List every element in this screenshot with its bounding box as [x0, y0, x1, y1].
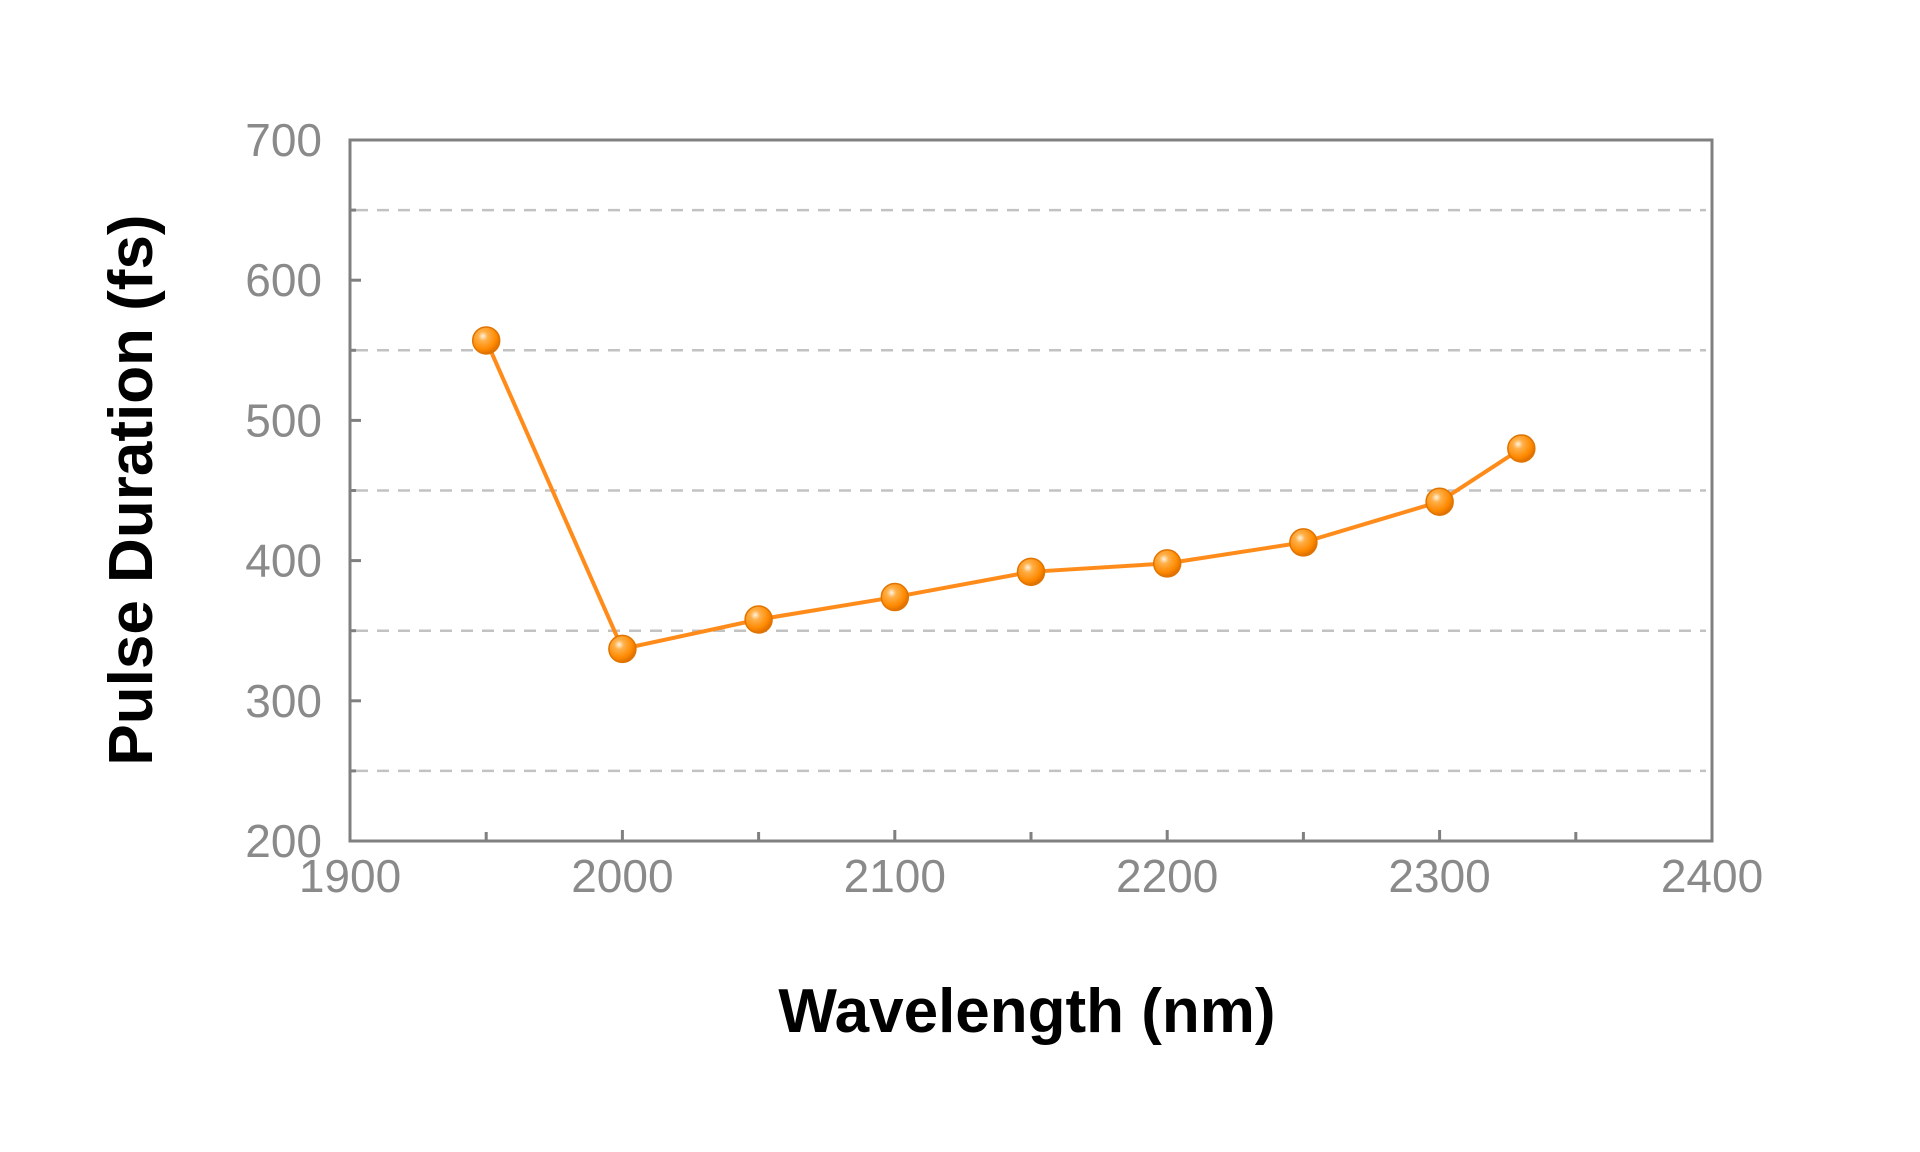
data-point: [471, 326, 501, 355]
y-tick-label: 700: [245, 114, 322, 166]
y-tick-label: 500: [245, 394, 322, 446]
x-tick-label: 2200: [1116, 850, 1218, 902]
y-tick-label: 600: [245, 254, 322, 306]
x-tick-label: 2300: [1388, 850, 1490, 902]
y-tick-labels: 200 300 400 500 600 700: [245, 114, 322, 867]
x-axis-title: Wavelength (nm): [778, 977, 1275, 1046]
y-tick-label: 200: [245, 815, 322, 867]
data-point: [1152, 549, 1182, 578]
data-point: [1425, 487, 1454, 516]
y-tick-label: 400: [245, 535, 322, 587]
markers: [471, 326, 1536, 664]
x-tick-label: 1900: [299, 850, 401, 902]
data-point: [1016, 557, 1046, 587]
series-line: [484, 339, 1523, 651]
data-point: [608, 634, 637, 664]
x-tick-label: 2100: [844, 850, 946, 902]
data-point: [880, 582, 910, 612]
x-tick-label: 2400: [1661, 850, 1763, 902]
data-point: [744, 605, 773, 634]
y-tick-label: 300: [245, 675, 322, 727]
ticks: [348, 138, 1714, 843]
data-point: [1507, 434, 1536, 463]
x-tick-labels: 1900 2000 2100 2200 2300 2400: [299, 850, 1763, 902]
x-tick-label: 2000: [571, 850, 673, 902]
data-point: [1289, 528, 1318, 557]
y-axis-title: Pulse Duration (fs): [97, 214, 166, 765]
gridlines: [356, 208, 1706, 773]
